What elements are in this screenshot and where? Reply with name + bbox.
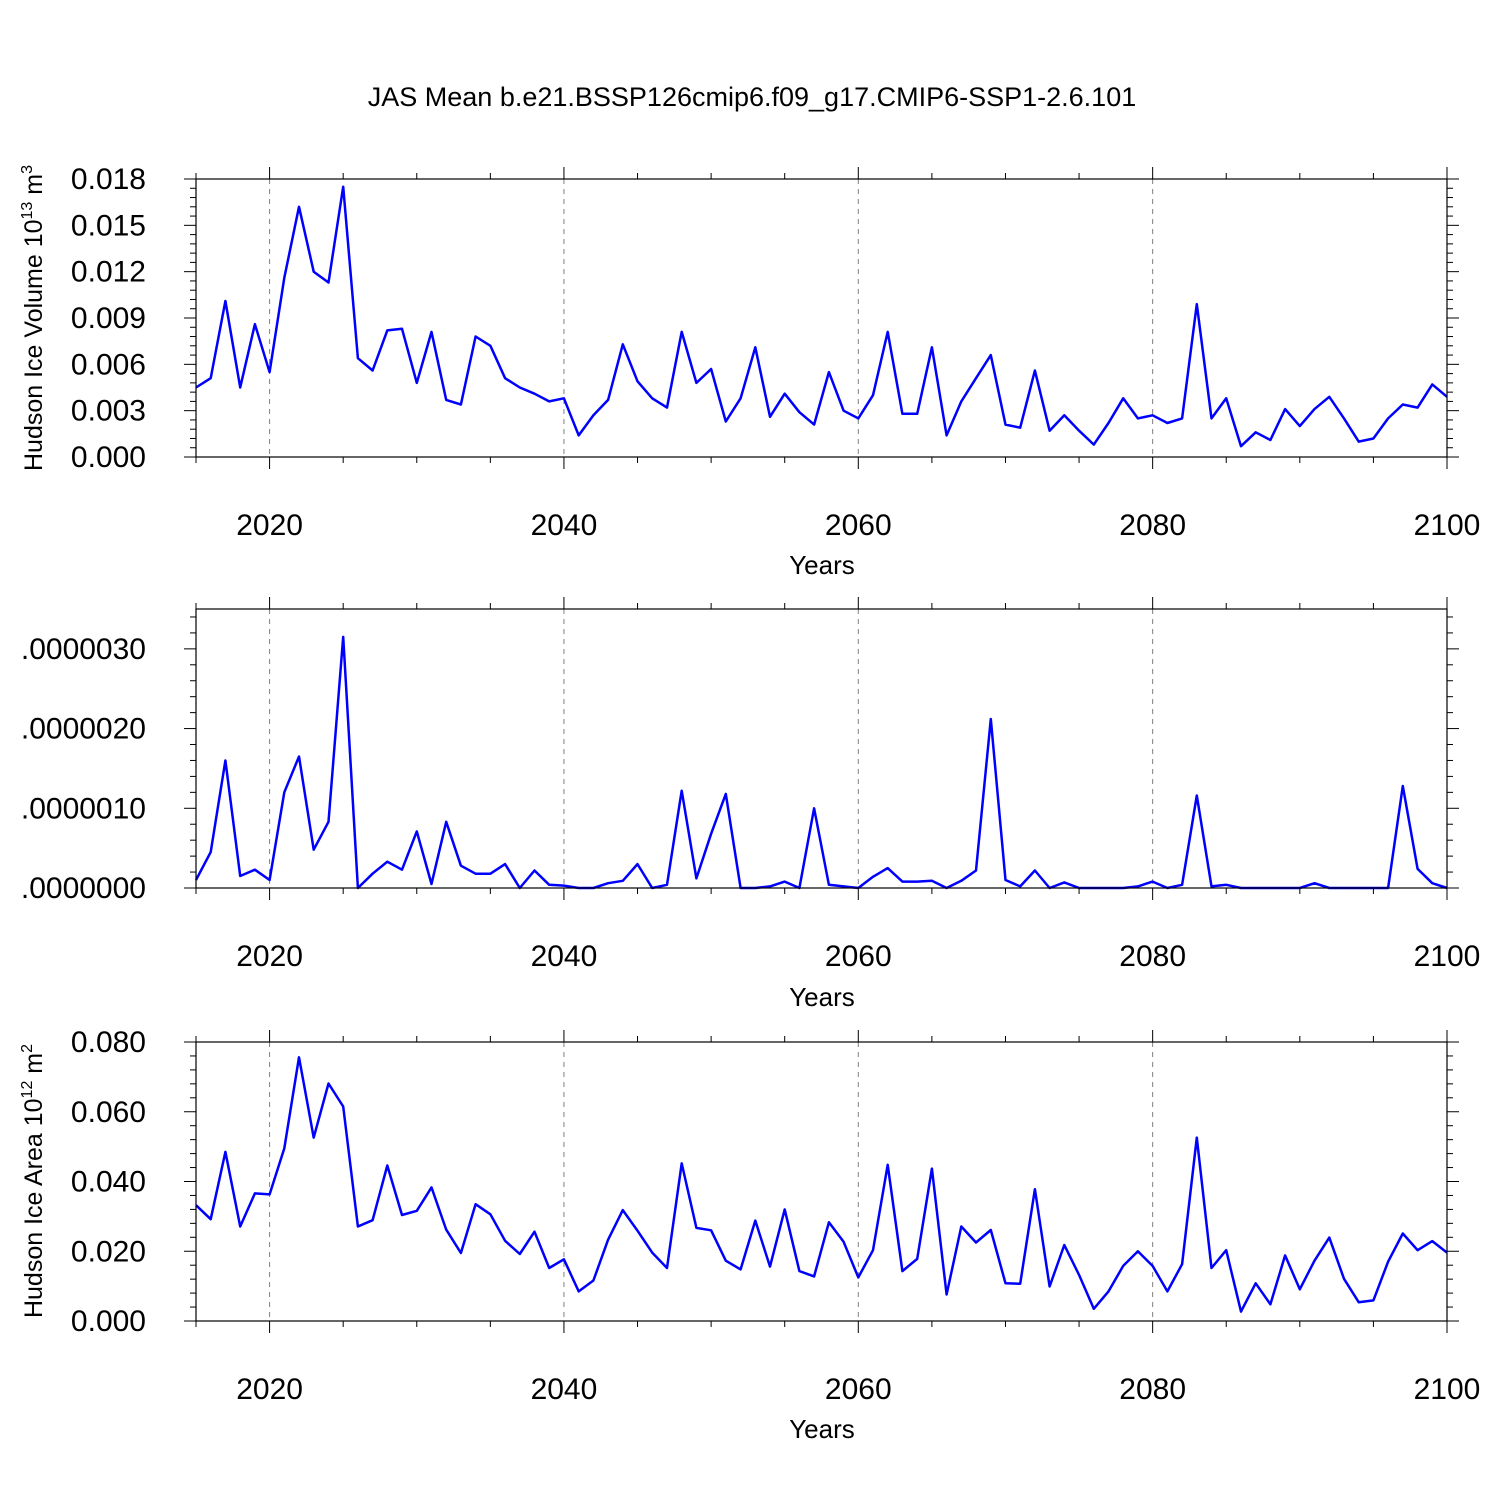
- y-tick-label: 0.015: [71, 209, 146, 242]
- x-tick-label: 2020: [236, 509, 303, 542]
- x-axis-label: Years: [789, 1414, 855, 1444]
- y-tick-labels: 0.000 0.003 0.006 0.009 0.012 0.015 0.018: [71, 163, 146, 474]
- x-tick-labels: 2020 2040 2060 2080 2100: [236, 509, 1480, 542]
- y-tick-label: .0000000: [21, 872, 146, 905]
- y-tick-label: .0000010: [21, 792, 146, 825]
- y-tick-label: 0.018: [71, 163, 146, 196]
- y-tick-label: 0.080: [71, 1026, 146, 1059]
- y-tick-label: .0000020: [21, 713, 146, 746]
- x-tick-label: 2080: [1119, 509, 1186, 542]
- x-tick-label: 2040: [531, 509, 598, 542]
- grid-lines: [269, 609, 1154, 888]
- series-line: [195, 185, 1448, 448]
- y-tick-label: 0.009: [71, 302, 146, 335]
- series-line: [194, 635, 1448, 890]
- y-tick-label: 0.040: [71, 1166, 146, 1199]
- y-tick-label: 0.020: [71, 1235, 146, 1268]
- x-tick-label: 2040: [531, 940, 598, 973]
- y-tick-label: 0.000: [71, 1305, 146, 1338]
- data-line: [195, 1056, 1448, 1313]
- x-tick-label: 2060: [825, 940, 892, 973]
- plot-frame: [195, 178, 1448, 458]
- plot-frame: [195, 608, 1448, 889]
- y-tick-label: 0.006: [71, 348, 146, 381]
- axes-frame: [195, 178, 1448, 458]
- x-tick-label: 2060: [825, 509, 892, 542]
- x-tick-label: 2020: [236, 940, 303, 973]
- x-tick-label: 2040: [531, 1373, 598, 1406]
- x-tick-labels: 2020 2040 2060 2080 2100: [236, 1373, 1480, 1406]
- data-line: [195, 185, 1448, 448]
- y-tick-labels: 0.000 0.020 0.040 0.060 0.080: [71, 1026, 146, 1338]
- y-axis-label: Hudson Ice Area 1012 m2: [19, 1044, 48, 1318]
- minor-ticks: [184, 597, 1459, 900]
- x-tick-label: 2100: [1414, 940, 1481, 973]
- x-tick-labels: 2020 2040 2060 2080 2100: [236, 940, 1480, 973]
- y-tick-label: 0.060: [71, 1096, 146, 1129]
- series-line: [195, 1056, 1448, 1313]
- y-tick-label: 0.003: [71, 395, 146, 428]
- x-tick-label: 2100: [1414, 509, 1481, 542]
- axes-frame: [195, 608, 1448, 889]
- chart-title: JAS Mean b.e21.BSSP126cmip6.f09_g17.CMIP…: [368, 82, 1136, 112]
- x-tick-label: 2020: [236, 1373, 303, 1406]
- y-tick-label: 0.000: [71, 441, 146, 474]
- y-axis-label: Hudson Ice Volume 1013 m3: [19, 165, 48, 471]
- x-tick-label: 2080: [1119, 1373, 1186, 1406]
- y-tick-labels: .0000000 .0000010 .0000020 .0000030: [21, 633, 146, 905]
- x-tick-label: 2080: [1119, 940, 1186, 973]
- x-tick-label: 2060: [825, 1373, 892, 1406]
- panel-ice-volume: 0.000 0.003 0.006 0.009 0.012 0.015 0.018 2020…: [19, 163, 1480, 580]
- minor-ticks: [184, 1030, 1459, 1333]
- panel-middle: .0000000 .0000010 .0000020 .0000030 2020 204…: [21, 597, 1480, 1012]
- y-tick-label: 0.012: [71, 256, 146, 289]
- data-line: [194, 635, 1448, 890]
- grid-lines: [269, 179, 1154, 457]
- x-axis-label: Years: [789, 550, 855, 580]
- x-tick-label: 2100: [1414, 1373, 1481, 1406]
- x-axis-label: Years: [789, 982, 855, 1012]
- y-tick-label: .0000030: [21, 633, 146, 666]
- minor-ticks: [184, 167, 1459, 469]
